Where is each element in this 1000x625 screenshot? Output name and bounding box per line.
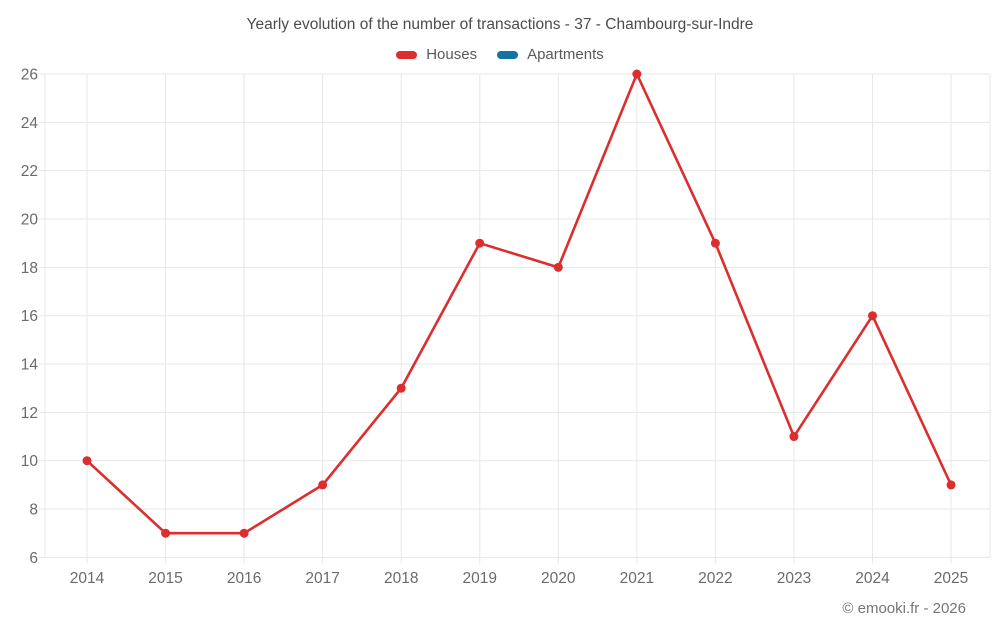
data-point-houses-2021[interactable]	[632, 69, 642, 79]
legend-item-apartments[interactable]: Apartments	[497, 46, 604, 63]
legend-label-houses: Houses	[426, 46, 478, 63]
x-axis-tick-label: 2017	[305, 570, 339, 587]
chart-title: Yearly evolution of the number of transa…	[246, 16, 754, 33]
x-axis-tick-label: 2021	[620, 570, 654, 587]
x-axis-tick-label: 2019	[463, 570, 497, 587]
legend-item-houses[interactable]: Houses	[396, 46, 477, 63]
houses-swatch-icon	[396, 50, 418, 59]
data-point-houses-2018[interactable]	[396, 383, 406, 393]
data-point-houses-2022[interactable]	[710, 238, 720, 248]
data-point-houses-2020[interactable]	[553, 262, 563, 272]
y-axis-tick-label: 18	[21, 260, 38, 277]
x-axis-tick-label: 2023	[777, 570, 811, 587]
x-axis-tick-label: 2022	[698, 570, 732, 587]
y-axis-tick-label: 26	[21, 67, 38, 84]
data-point-houses-2023[interactable]	[789, 432, 799, 442]
chart-legend: Houses Apartments	[0, 46, 1000, 63]
x-axis-tick-label: 2024	[855, 570, 890, 587]
data-point-houses-2019[interactable]	[475, 238, 485, 248]
data-point-houses-2017[interactable]	[318, 480, 328, 490]
apartments-swatch-icon	[497, 50, 519, 59]
y-axis-tick-label: 22	[21, 163, 38, 180]
x-axis-tick-label: 2015	[148, 570, 182, 587]
y-axis-tick-label: 20	[21, 212, 39, 229]
y-axis-tick-label: 14	[21, 357, 39, 374]
copyright-credit: © emooki.fr - 2026	[842, 600, 966, 617]
y-axis-tick-label: 12	[21, 405, 38, 422]
y-axis-tick-label: 10	[21, 453, 39, 470]
data-point-houses-2024[interactable]	[868, 311, 877, 321]
x-axis-tick-label: 2018	[384, 570, 418, 587]
x-axis-tick-label: 2025	[934, 570, 968, 587]
legend-label-apartments: Apartments	[527, 46, 604, 63]
series-line-houses	[85, 72, 953, 535]
y-axis-tick-label: 8	[29, 502, 38, 519]
data-point-houses-2016[interactable]	[239, 528, 249, 538]
data-point-houses-2025[interactable]	[946, 480, 956, 490]
x-axis-tick-label: 2020	[541, 570, 576, 587]
x-axis-tick-label: 2014	[70, 570, 105, 587]
y-axis-tick-label: 16	[21, 308, 38, 325]
data-point-houses-2015[interactable]	[161, 528, 171, 538]
x-axis-tick-label: 2016	[227, 570, 261, 587]
y-axis-tick-label: 24	[21, 115, 39, 132]
y-axis-tick-label: 6	[29, 550, 38, 567]
data-point-houses-2014[interactable]	[82, 456, 92, 466]
